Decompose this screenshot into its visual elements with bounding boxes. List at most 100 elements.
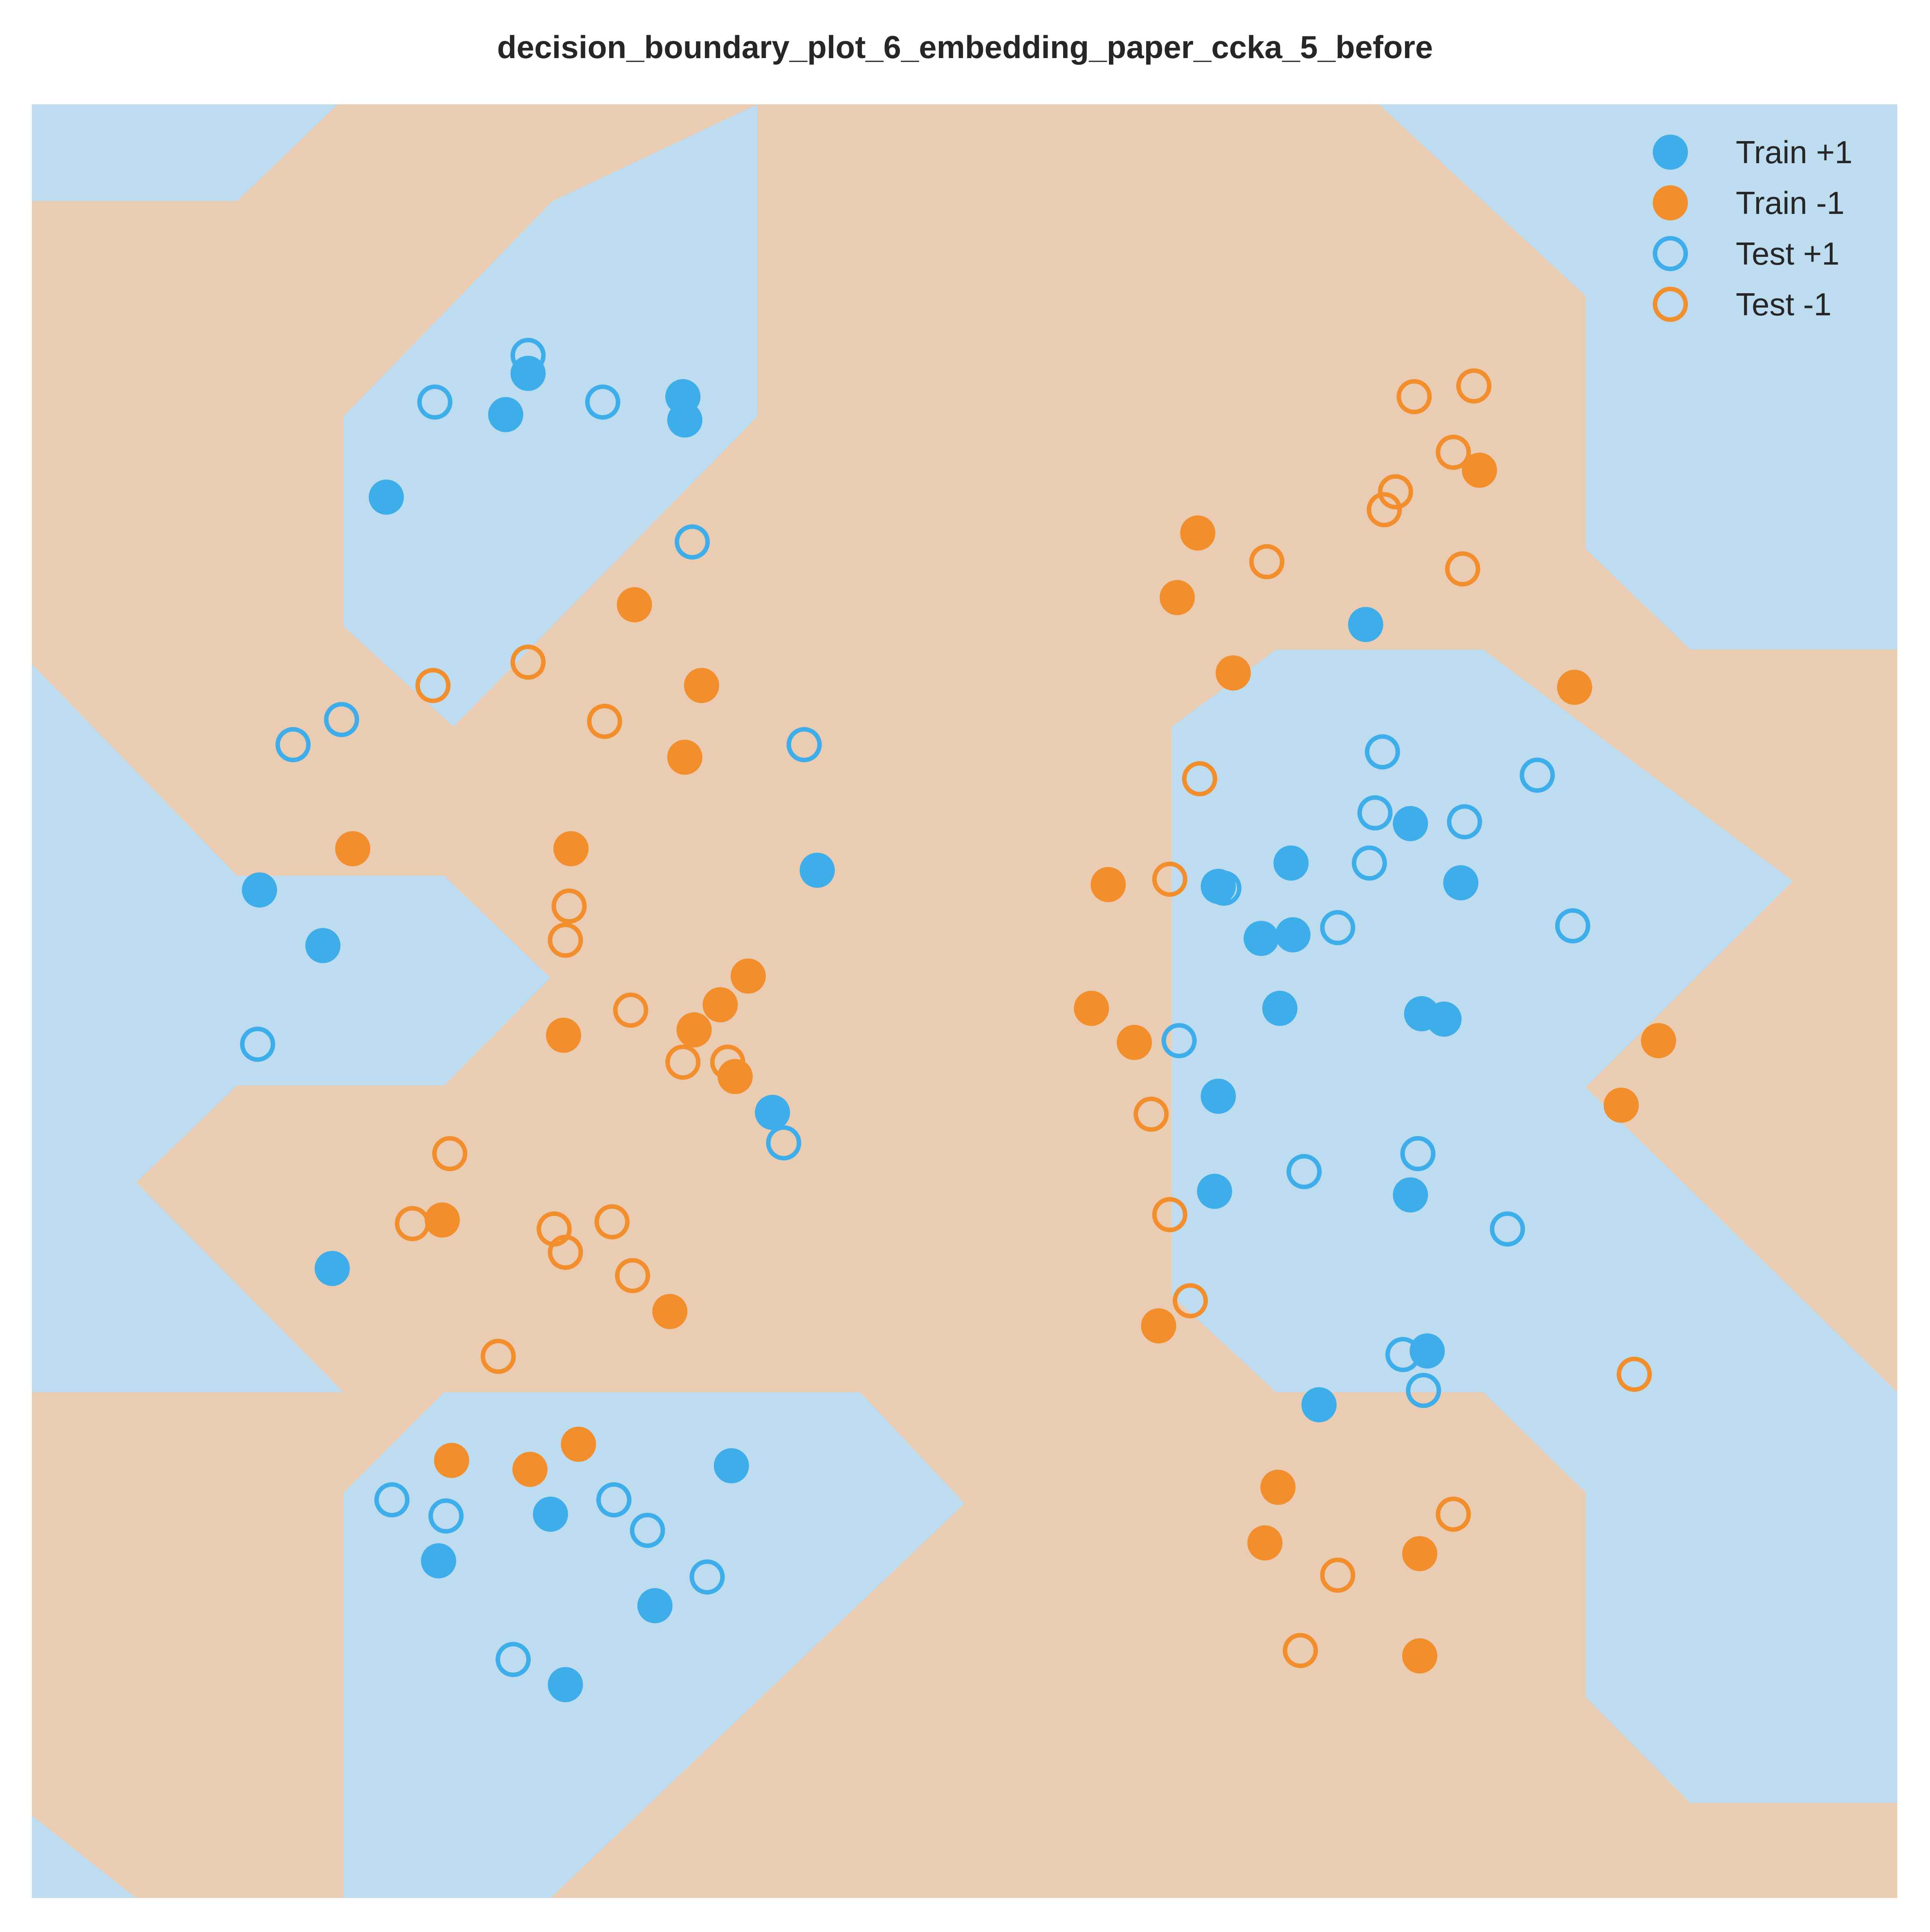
point-test-minus1-16: [665, 1045, 701, 1080]
legend-marker-4: [1653, 287, 1688, 322]
point-train-plus1-30: [1301, 1387, 1337, 1422]
point-test-minus1-25: [1152, 1197, 1187, 1232]
point-test-minus1-19: [432, 1136, 467, 1171]
point-train-minus1-11: [730, 958, 766, 994]
point-train-minus1-13: [676, 1012, 712, 1048]
point-test-plus1-18: [1161, 1023, 1197, 1058]
point-test-plus1-19: [1286, 1154, 1322, 1189]
point-test-minus1-20: [395, 1206, 430, 1241]
point-train-plus1-22: [1275, 917, 1311, 953]
point-train-plus1-10: [314, 1251, 350, 1286]
point-train-minus1-12: [702, 987, 738, 1022]
point-test-minus1-11: [1182, 761, 1217, 797]
point-test-minus1-9: [415, 668, 451, 703]
legend-label-2: Train -1: [1736, 185, 1845, 221]
point-train-plus1-25: [1426, 1001, 1462, 1037]
point-test-plus1-9: [766, 1125, 801, 1161]
point-train-plus1-4: [667, 402, 702, 438]
point-test-minus1-1: [1456, 368, 1492, 404]
legend-marker-1: [1653, 135, 1688, 170]
point-train-minus1-29: [1402, 1536, 1438, 1571]
point-test-plus1-21: [1490, 1211, 1525, 1247]
legend-item-3: Test +1: [1653, 236, 1840, 272]
point-test-plus1-8: [240, 1027, 276, 1062]
legend-label-4: Test -1: [1736, 286, 1831, 322]
point-test-plus1-12: [1447, 804, 1482, 840]
plot-area: [32, 104, 1897, 1898]
series-test-minus1: [395, 368, 1652, 1668]
point-test-plus1-22: [1385, 1337, 1421, 1373]
point-train-minus1-6: [1180, 515, 1216, 551]
point-train-plus1-2: [488, 397, 523, 432]
legend-marker-2: [1653, 185, 1688, 220]
point-train-minus1-9: [1462, 452, 1497, 488]
point-test-minus1-14: [548, 922, 583, 958]
point-train-minus1-14: [546, 1018, 581, 1053]
data-points: [240, 338, 1676, 1703]
point-test-minus1-18: [1133, 1096, 1169, 1132]
legend-marker-3: [1653, 236, 1688, 271]
point-test-plus1-25: [428, 1498, 464, 1534]
point-train-minus1-24: [1641, 1023, 1676, 1058]
point-train-plus1-5: [368, 479, 404, 515]
decision-region-positive-4: [32, 1815, 137, 1898]
point-test-minus1-26: [1173, 1283, 1208, 1319]
point-test-plus1-17: [1555, 908, 1591, 944]
point-test-plus1-3: [585, 384, 620, 420]
point-train-plus1-21: [1243, 921, 1279, 956]
point-train-minus1-26: [1141, 1308, 1176, 1343]
point-test-plus1-2: [417, 384, 453, 420]
point-test-plus1-5: [324, 702, 359, 737]
point-test-plus1-28: [689, 1559, 725, 1595]
point-train-plus1-18: [1393, 806, 1428, 841]
point-test-minus1-15: [613, 992, 649, 1028]
point-train-plus1-26: [1201, 1078, 1236, 1114]
legend-item-1: Train +1: [1653, 134, 1852, 170]
decision-region-positive-5: [343, 1392, 965, 1898]
point-test-plus1-11: [1357, 795, 1393, 831]
point-train-plus1-7: [305, 928, 341, 964]
point-test-minus1-12: [1152, 861, 1187, 897]
point-train-minus1-30: [1402, 1638, 1438, 1674]
legend-label-1: Train +1: [1736, 134, 1852, 170]
decision-region-positive-3: [32, 664, 551, 1393]
point-test-minus1-27: [480, 1339, 516, 1374]
point-train-minus1-17: [1074, 991, 1109, 1026]
point-test-plus1-4: [674, 524, 710, 560]
point-train-minus1-28: [1247, 1525, 1283, 1561]
point-test-minus1-17: [710, 1045, 745, 1080]
point-train-plus1-27: [1197, 1173, 1232, 1209]
point-train-minus1-19: [424, 1202, 460, 1238]
legend-item-2: Train -1: [1653, 185, 1845, 221]
point-train-minus1-27: [1260, 1469, 1296, 1505]
point-test-plus1-10: [1364, 734, 1400, 770]
point-train-plus1-15: [548, 1667, 583, 1703]
point-test-minus1-2: [1396, 379, 1432, 414]
point-test-plus1-26: [596, 1482, 632, 1518]
decision-regions: [32, 104, 1897, 1898]
point-test-plus1-24: [374, 1482, 410, 1518]
point-test-plus1-20: [1400, 1136, 1436, 1171]
decision-region-positive-6: [1378, 104, 1897, 650]
point-test-minus1-28: [1616, 1357, 1652, 1392]
point-train-plus1-12: [533, 1496, 568, 1532]
point-train-plus1-23: [1262, 991, 1297, 1026]
point-test-plus1-29: [495, 1642, 531, 1677]
point-train-plus1-9: [755, 1094, 790, 1130]
legend-item-4: Test -1: [1653, 286, 1831, 322]
point-test-minus1-8: [510, 645, 546, 680]
decision-region-positive-1: [32, 104, 338, 201]
point-train-minus1-7: [1160, 580, 1195, 616]
point-train-plus1-17: [1273, 845, 1309, 881]
point-test-minus1-13: [551, 888, 587, 924]
point-test-minus1-6: [1249, 544, 1285, 580]
point-train-minus1-16: [1091, 867, 1126, 902]
point-test-plus1-7: [786, 727, 822, 762]
point-train-plus1-1: [510, 355, 546, 391]
point-train-minus1-25: [1603, 1087, 1639, 1123]
series-test-plus1: [240, 338, 1591, 1677]
point-test-plus1-16: [1320, 910, 1355, 946]
point-test-plus1-14: [1351, 845, 1387, 881]
